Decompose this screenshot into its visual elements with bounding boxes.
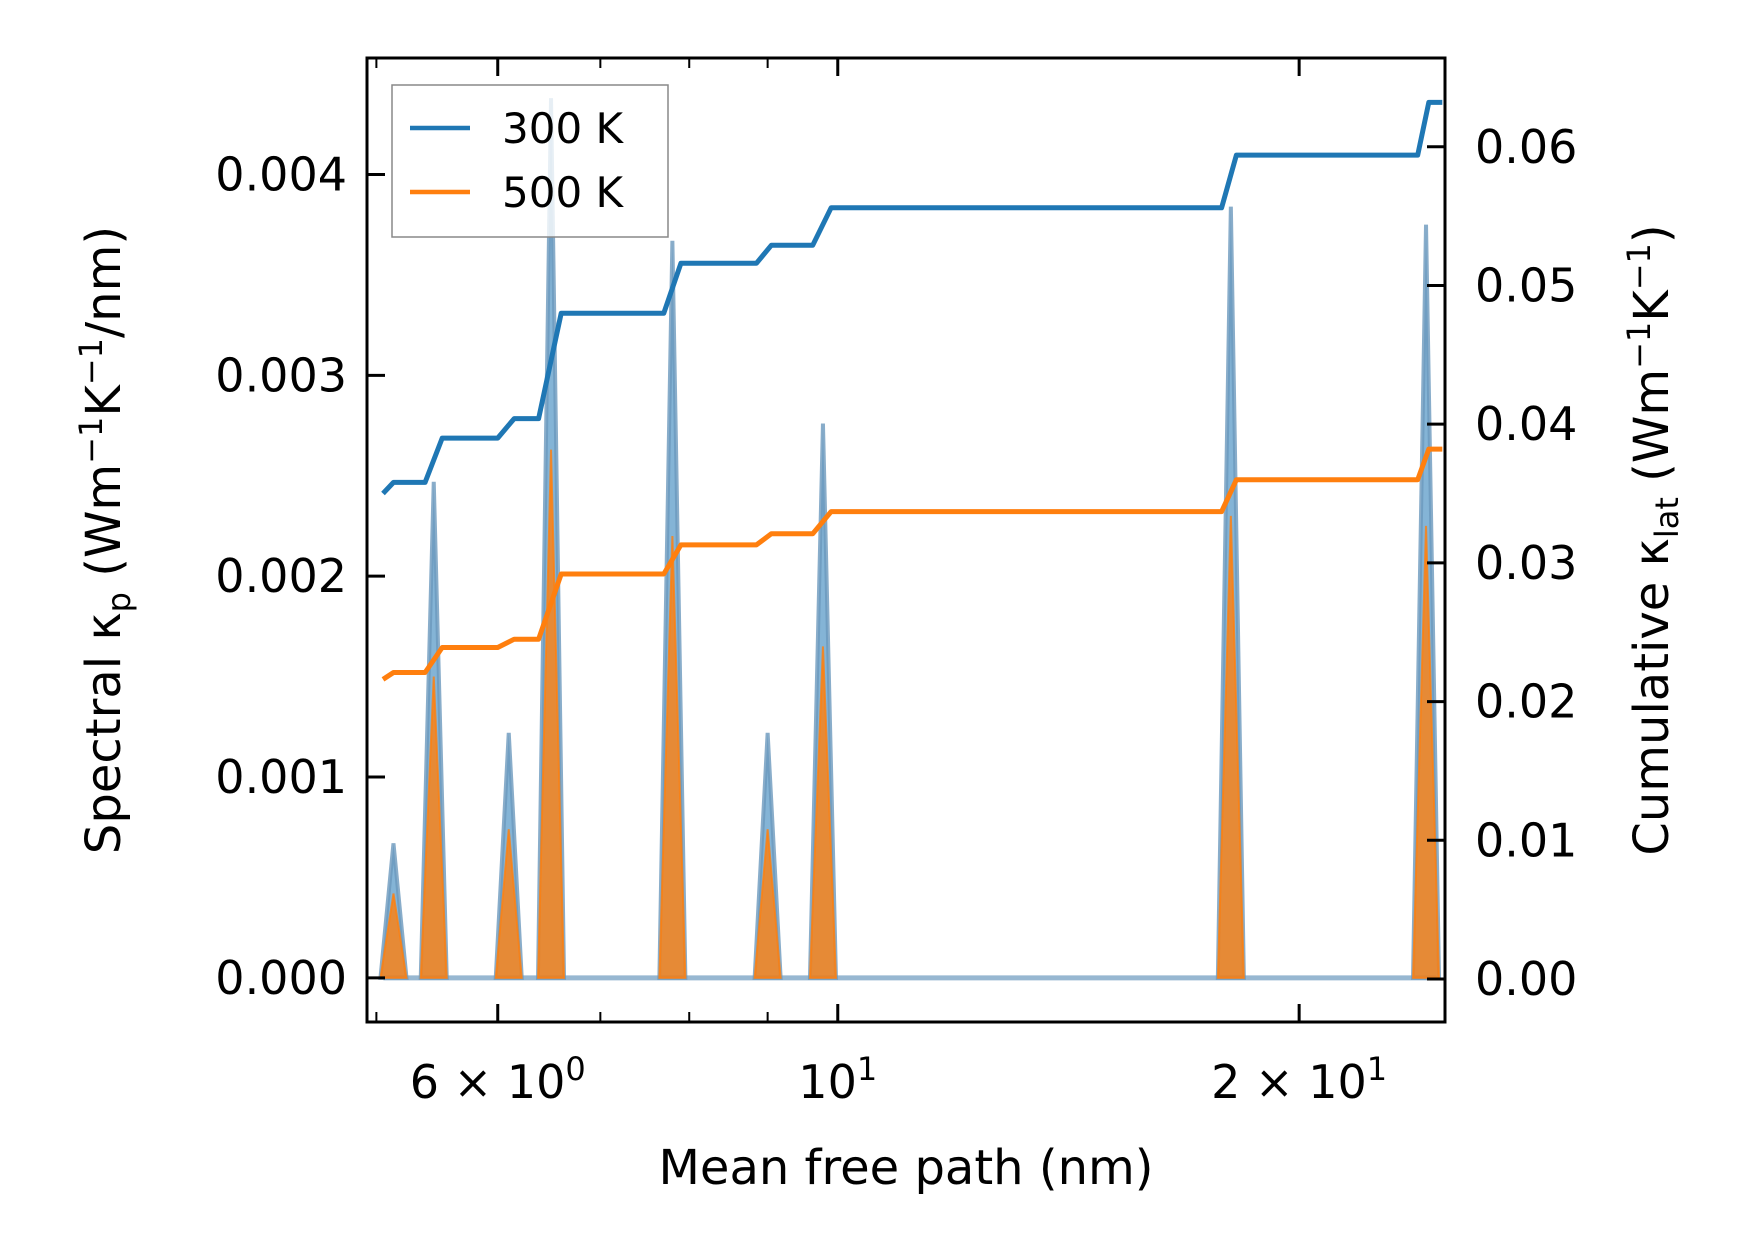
spectral-layer: [378, 98, 1442, 981]
y-left-label-post: /nm): [76, 226, 132, 338]
y-right-label-sub: lat: [1648, 497, 1686, 538]
cumulative-line-300k: [381, 99, 1443, 496]
legend-box: [391, 84, 669, 238]
spectral-peak-500k-4: [658, 535, 687, 979]
y-left-label-pre: Spectral κ: [76, 612, 132, 854]
y-left-tick-label-2: 0.002: [215, 549, 347, 603]
y-left-label-sup1: −1: [72, 417, 110, 464]
legend-label-300k: 300 K: [502, 104, 625, 153]
y-left-label-sup2: −1: [72, 338, 110, 385]
legend-label-500k: 500 K: [502, 168, 625, 217]
spectral-peak-500k-2: [494, 829, 523, 979]
x-tick-label-2: 2 × 101: [1211, 1050, 1387, 1109]
spectral-peak-500k-0: [379, 893, 408, 979]
spectral-peak-500k-6: [808, 646, 837, 979]
y-right-tick-label-1: 0.01: [1475, 813, 1577, 867]
spectral-peak-500k-8: [1411, 525, 1441, 979]
y-left-tick-label-4: 0.004: [215, 147, 347, 201]
spectral-peak-500k-5: [753, 829, 782, 979]
y-left-label-sub: p: [100, 592, 138, 612]
y-right-tick-label-0: 0.00: [1475, 952, 1577, 1006]
y-right-label-mid: (Wm: [1624, 369, 1680, 497]
spectral-peak-500k-7: [1216, 515, 1245, 979]
y-right-label-post: ): [1624, 224, 1680, 243]
y-axis-label-left: Spectral κp (Wm−1K−1/nm): [72, 226, 138, 854]
y-left-label-mid2: K: [76, 384, 132, 417]
spectral-peak-500k-3: [536, 449, 566, 979]
y-right-tick-label-3: 0.03: [1475, 536, 1577, 590]
y-right-tick-label-2: 0.02: [1475, 675, 1577, 729]
cumulative-layer: [381, 99, 1443, 682]
y-right-label-pre: Cumulative κ: [1624, 538, 1680, 856]
tick-layer: 0.000 0.001 0.002 0.003 0.004 0.00 0.01 0.02 0.0…: [215, 58, 1577, 1109]
y-left-label-mid: (Wm: [76, 464, 132, 592]
y-left-tick-label-3: 0.003: [215, 348, 347, 402]
y-left-tick-label-0: 0.000: [215, 951, 347, 1005]
x-tick-label-1: 101: [798, 1050, 877, 1109]
y-right-label-mid2: K: [1624, 289, 1680, 322]
plot-frame: [365, 56, 1447, 1024]
y-right-label-sup1: −1: [1620, 322, 1658, 369]
y-right-tick-label-5: 0.05: [1475, 258, 1577, 312]
y-axis-label-right: Cumulative κlat (Wm−1K−1): [1620, 224, 1686, 855]
y-left-tick-label-1: 0.001: [215, 750, 347, 804]
spectral-peak-500k-1: [419, 676, 448, 979]
x-tick-label-0: 6 × 100: [410, 1050, 586, 1109]
x-axis-label: Mean free path (nm): [659, 1140, 1154, 1196]
y-right-tick-label-6: 0.06: [1475, 120, 1577, 174]
y-right-tick-label-4: 0.04: [1475, 397, 1577, 451]
y-right-label-sup2: −1: [1620, 243, 1658, 290]
legend: 300 K 500 K: [391, 84, 669, 238]
cumulative-line-500k: [381, 446, 1443, 682]
